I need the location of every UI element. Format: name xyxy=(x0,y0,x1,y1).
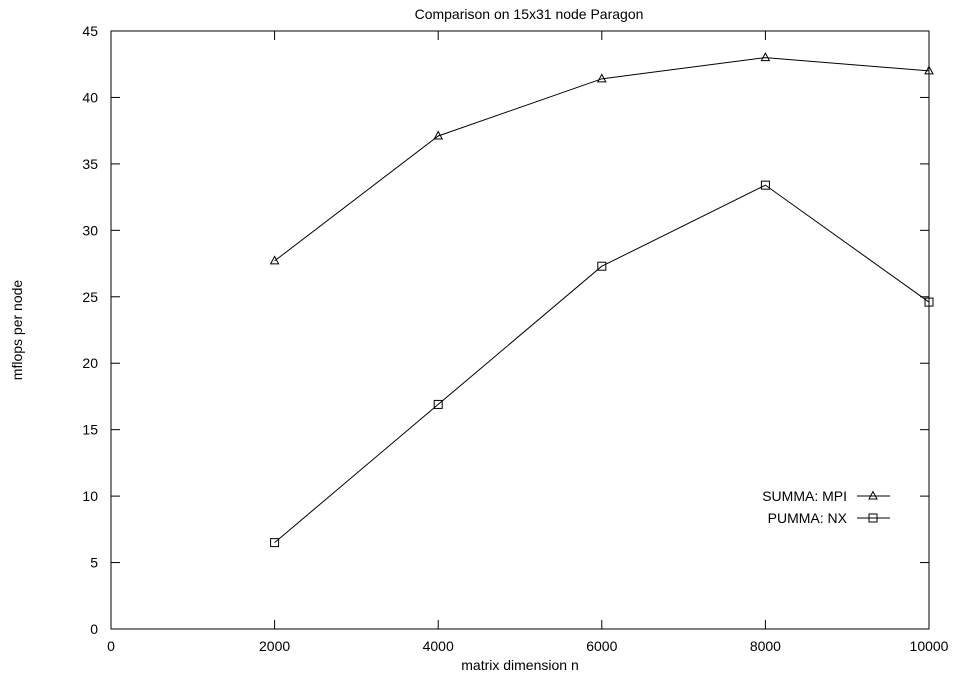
chart-title: Comparison on 15x31 node Paragon xyxy=(415,6,644,22)
x-axis-ticks: 0 2000 4000 6000 8000 10000 xyxy=(107,31,949,654)
y-tick-label: 35 xyxy=(82,156,98,172)
x-tick-label: 10000 xyxy=(910,638,949,654)
legend-label-summa-mpi: SUMMA: MPI xyxy=(762,488,847,504)
legend-marker-pumma-nx xyxy=(868,513,878,523)
y-tick-label: 0 xyxy=(90,621,98,637)
data-point-pumma-nx xyxy=(760,180,770,190)
x-axis-label: matrix dimension n xyxy=(461,657,579,673)
series-layer xyxy=(269,52,934,548)
y-tick-label: 15 xyxy=(82,422,98,438)
y-tick-label: 45 xyxy=(82,23,98,39)
series-line-summa-mpi xyxy=(274,57,930,262)
y-tick-label: 25 xyxy=(82,289,98,305)
data-point-summa-mpi xyxy=(269,255,280,265)
plot-frame xyxy=(110,30,930,630)
data-point-summa-mpi xyxy=(760,52,771,62)
data-point-summa-mpi xyxy=(433,130,444,140)
data-point-pumma-nx xyxy=(433,399,443,409)
data-point-pumma-nx xyxy=(924,297,934,307)
y-tick-label: 30 xyxy=(82,222,98,238)
y-tick-label: 5 xyxy=(90,555,98,571)
data-point-pumma-nx xyxy=(270,538,280,548)
x-tick-label: 6000 xyxy=(586,638,617,654)
y-axis-label: mflops per node xyxy=(9,280,25,381)
data-point-pumma-nx xyxy=(597,261,607,271)
y-tick-label: 10 xyxy=(82,488,98,504)
legend-marker-summa-mpi xyxy=(868,490,878,500)
x-tick-label: 8000 xyxy=(750,638,781,654)
legend: SUMMA: MPI PUMMA: NX xyxy=(762,488,890,526)
y-tick-label: 20 xyxy=(82,355,98,371)
series-line-pumma-nx xyxy=(274,184,930,544)
x-tick-label: 4000 xyxy=(423,638,454,654)
data-point-summa-mpi xyxy=(924,65,934,75)
x-tick-label: 2000 xyxy=(259,638,290,654)
data-point-summa-mpi xyxy=(596,73,607,83)
y-tick-label: 40 xyxy=(82,89,98,105)
y-axis-ticks: 0 5 10 15 20 25 30 35 40 45 xyxy=(82,23,929,637)
legend-label-pumma-nx: PUMMA: NX xyxy=(768,510,848,526)
x-tick-label: 0 xyxy=(107,638,115,654)
